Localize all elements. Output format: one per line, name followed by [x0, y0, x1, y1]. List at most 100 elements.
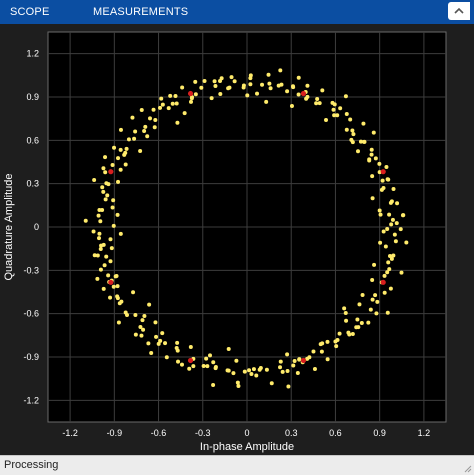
- reference-point: [300, 90, 307, 97]
- sample-point: [268, 86, 273, 91]
- sample-point: [156, 341, 161, 346]
- sample-point: [205, 364, 210, 369]
- sample-point: [305, 94, 310, 99]
- sample-point: [180, 85, 185, 90]
- x-tick-label: -0.9: [107, 428, 123, 438]
- sample-point: [108, 295, 113, 300]
- sample-point: [375, 299, 380, 304]
- sample-point: [359, 321, 364, 326]
- sample-point: [385, 270, 390, 275]
- sample-point: [278, 68, 283, 73]
- y-tick-label: -0.3: [23, 265, 39, 275]
- sample-point: [373, 293, 378, 298]
- sample-point: [291, 85, 296, 90]
- sample-point: [152, 125, 157, 130]
- sample-point: [117, 301, 122, 306]
- sample-point: [395, 201, 400, 206]
- sample-point: [130, 115, 135, 120]
- y-tick-label: 1.2: [26, 49, 39, 59]
- sample-point: [394, 221, 399, 226]
- x-tick-label: 0.6: [329, 428, 342, 438]
- sample-point: [366, 320, 371, 325]
- y-tick-label: 0: [34, 222, 39, 232]
- sample-point: [166, 106, 171, 111]
- sample-point: [333, 339, 338, 344]
- sample-point: [350, 128, 355, 133]
- sample-point: [188, 99, 193, 104]
- sample-point: [175, 120, 180, 125]
- sample-point: [108, 237, 113, 242]
- sample-point: [98, 246, 103, 251]
- sample-point: [204, 356, 209, 361]
- sample-point: [112, 145, 117, 150]
- y-tick-label: -0.9: [23, 352, 39, 362]
- sample-point: [103, 170, 108, 175]
- sample-point: [191, 364, 196, 369]
- sample-point: [254, 373, 259, 378]
- sample-point: [381, 229, 386, 234]
- sample-point: [126, 137, 131, 142]
- x-tick-label: -0.6: [151, 428, 167, 438]
- sample-point: [102, 263, 107, 268]
- sample-point: [95, 276, 100, 281]
- sample-point: [370, 278, 375, 283]
- sample-point: [391, 253, 396, 258]
- sample-point: [110, 205, 115, 210]
- sample-point: [103, 155, 108, 160]
- tab-measurements[interactable]: MEASUREMENTS: [93, 6, 189, 18]
- sample-point: [372, 262, 377, 267]
- sample-point: [344, 112, 349, 117]
- sample-point: [377, 170, 382, 175]
- sample-point: [160, 102, 165, 107]
- sample-point: [342, 306, 347, 311]
- sample-point: [226, 368, 231, 373]
- status-text: Processing: [4, 459, 59, 471]
- sample-point: [235, 380, 240, 385]
- constellation-diagram[interactable]: -1.2 -0.9 -0.6 -0.3 0 0.3 0.6 0.9 1.2 1.2 0.9 0.6 0.…: [0, 24, 474, 455]
- sample-point: [92, 178, 97, 183]
- sample-point: [370, 174, 375, 179]
- sample-point: [138, 324, 143, 329]
- sample-point: [267, 81, 272, 86]
- sample-point: [98, 267, 103, 272]
- sample-point: [320, 88, 325, 93]
- sample-point: [398, 227, 403, 232]
- sample-point: [213, 364, 218, 369]
- y-tick-label: 0.3: [26, 179, 39, 189]
- sample-point: [332, 102, 337, 107]
- sample-point: [105, 193, 110, 198]
- sample-point: [103, 197, 108, 202]
- sample-point: [142, 313, 147, 318]
- x-tick-label: 0: [244, 428, 249, 438]
- sample-point: [133, 312, 138, 317]
- sample-point: [83, 218, 88, 223]
- sample-point: [348, 117, 353, 122]
- sample-point: [92, 253, 97, 258]
- sample-point: [248, 82, 253, 87]
- resize-grip-icon[interactable]: [462, 463, 472, 473]
- sample-point: [118, 167, 123, 172]
- y-tick-label: -1.2: [23, 395, 39, 405]
- collapse-toolstrip-button[interactable]: [448, 2, 470, 20]
- sample-point: [297, 357, 302, 362]
- sample-point: [163, 341, 168, 346]
- y-tick-label: 0.9: [26, 92, 39, 102]
- sample-point: [145, 134, 150, 139]
- sample-point: [118, 231, 123, 236]
- reference-point: [380, 169, 386, 175]
- sample-point: [249, 372, 254, 377]
- sample-point: [361, 121, 366, 126]
- sample-point: [232, 79, 237, 84]
- tab-scope[interactable]: SCOPE: [10, 6, 50, 18]
- sample-point: [242, 369, 247, 374]
- sample-point: [146, 341, 151, 346]
- sample-point: [317, 101, 322, 106]
- chevron-up-icon: [454, 7, 464, 14]
- reference-point: [187, 90, 194, 97]
- sample-point: [312, 366, 317, 371]
- sample-point: [96, 213, 101, 218]
- sample-point: [168, 93, 173, 98]
- sample-point: [278, 365, 283, 370]
- x-tick-label: 0.3: [285, 428, 298, 438]
- sample-point: [378, 212, 383, 217]
